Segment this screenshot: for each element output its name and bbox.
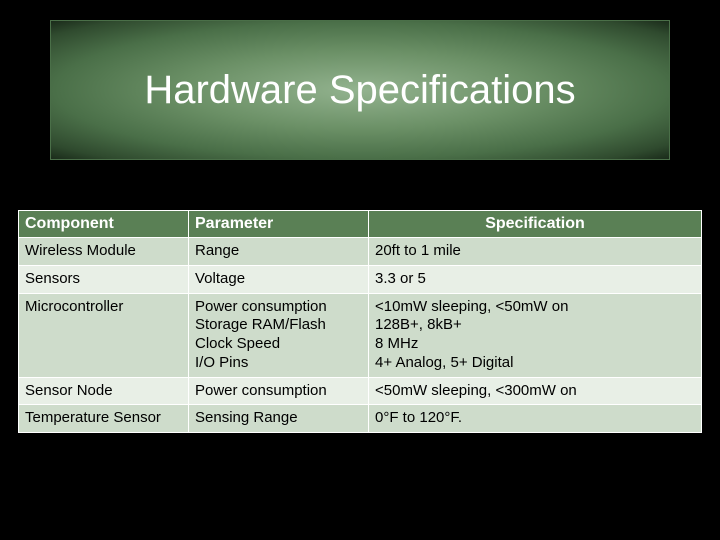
cell-component: Sensor Node [19, 377, 189, 405]
cell-spec: <10mW sleeping, <50mW on128B+, 8kB+8 MHz… [369, 293, 702, 377]
col-header-parameter: Parameter [189, 211, 369, 238]
cell-component: Temperature Sensor [19, 405, 189, 433]
slide: Hardware Specifications Component Parame… [0, 0, 720, 540]
cell-spec: 0°F to 120°F. [369, 405, 702, 433]
table-row: Sensor Node Power consumption <50mW slee… [19, 377, 702, 405]
table-header-row: Component Parameter Specification [19, 211, 702, 238]
table-row: Wireless Module Range 20ft to 1 mile [19, 238, 702, 266]
title-box: Hardware Specifications [50, 20, 670, 160]
cell-spec: 20ft to 1 mile [369, 238, 702, 266]
cell-parameter: Power consumptionStorage RAM/FlashClock … [189, 293, 369, 377]
table-row: Microcontroller Power consumptionStorage… [19, 293, 702, 377]
cell-parameter: Power consumption [189, 377, 369, 405]
cell-parameter: Range [189, 238, 369, 266]
col-header-specification: Specification [369, 211, 702, 238]
cell-component: Microcontroller [19, 293, 189, 377]
cell-parameter: Voltage [189, 265, 369, 293]
cell-parameter: Sensing Range [189, 405, 369, 433]
cell-spec: 3.3 or 5 [369, 265, 702, 293]
col-header-component: Component [19, 211, 189, 238]
cell-component: Sensors [19, 265, 189, 293]
slide-title: Hardware Specifications [144, 68, 575, 113]
cell-component: Wireless Module [19, 238, 189, 266]
spec-table: Component Parameter Specification Wirele… [18, 210, 702, 433]
table-row: Sensors Voltage 3.3 or 5 [19, 265, 702, 293]
table-row: Temperature Sensor Sensing Range 0°F to … [19, 405, 702, 433]
cell-spec: <50mW sleeping, <300mW on [369, 377, 702, 405]
spec-table-container: Component Parameter Specification Wirele… [18, 210, 702, 433]
